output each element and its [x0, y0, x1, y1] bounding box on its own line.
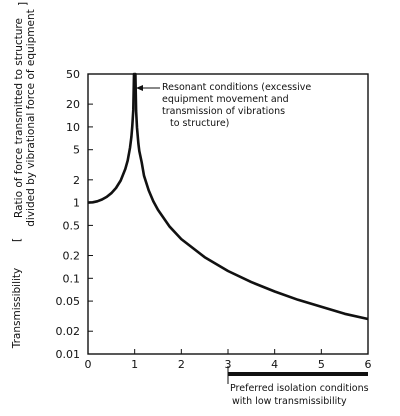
- y-tick-label: 20: [66, 98, 80, 111]
- y-axis-bracket-close: ]: [17, 2, 29, 6]
- x-tick-label: 0: [85, 358, 92, 371]
- resonant-line-3: transmission of vibrations: [162, 106, 285, 117]
- y-tick-label: 0.5: [63, 219, 81, 232]
- y-axis-label-definition-2: divided by vibrational force of equipmen…: [25, 9, 37, 226]
- x-tick-label: 4: [271, 358, 278, 371]
- transmissibility-curve-below-resonance: [87, 72, 136, 204]
- y-axis-label-main: Transmissibility: [11, 268, 23, 350]
- y-tick-label: 0.1: [63, 272, 81, 285]
- x-tick-label: 2: [178, 358, 185, 371]
- x-tick-label: 5: [318, 358, 325, 371]
- y-axis-ticks: 0.01 0.02 0.05 0.1 0.2 0.5 1 2 5 10 20 50: [56, 68, 93, 361]
- y-tick-label: 50: [66, 68, 80, 81]
- transmissibility-curve-above-resonance: [134, 72, 369, 321]
- y-tick-label: 0.05: [56, 295, 81, 308]
- resonant-line-4: to structure): [170, 118, 229, 129]
- y-tick-label: 0.2: [63, 250, 81, 263]
- transmissibility-curves: [87, 72, 369, 321]
- y-tick-label: 5: [73, 144, 80, 157]
- preferred-range-bar: [228, 372, 368, 376]
- y-tick-label: 1: [73, 197, 80, 210]
- y-axis-label-definition-1: Ratio of force transmitted to structure: [13, 18, 25, 218]
- y-axis-bracket: [: [11, 238, 23, 242]
- preferred-line-2: with low transmissibility: [232, 396, 347, 407]
- resonant-annotation: Resonant conditions (excessive equipment…: [136, 82, 311, 129]
- x-tick-label: 6: [365, 358, 372, 371]
- x-tick-label: 3: [225, 358, 232, 371]
- preferred-annotation: Preferred isolation conditions with low …: [227, 366, 369, 407]
- y-tick-label: 0.02: [56, 325, 81, 338]
- resonant-line-2: equipment movement and: [162, 94, 289, 105]
- y-tick-label: 2: [73, 174, 80, 187]
- resonant-line-1: Resonant conditions (excessive: [162, 82, 311, 93]
- preferred-line-1: Preferred isolation conditions: [230, 383, 369, 394]
- x-tick-label: 1: [131, 358, 138, 371]
- y-tick-label: 10: [66, 121, 80, 134]
- resonant-arrowhead: [136, 85, 143, 91]
- y-tick-label: 0.01: [56, 348, 81, 361]
- x-axis-ticks: 0 1 2 3 4 5 6: [85, 349, 372, 371]
